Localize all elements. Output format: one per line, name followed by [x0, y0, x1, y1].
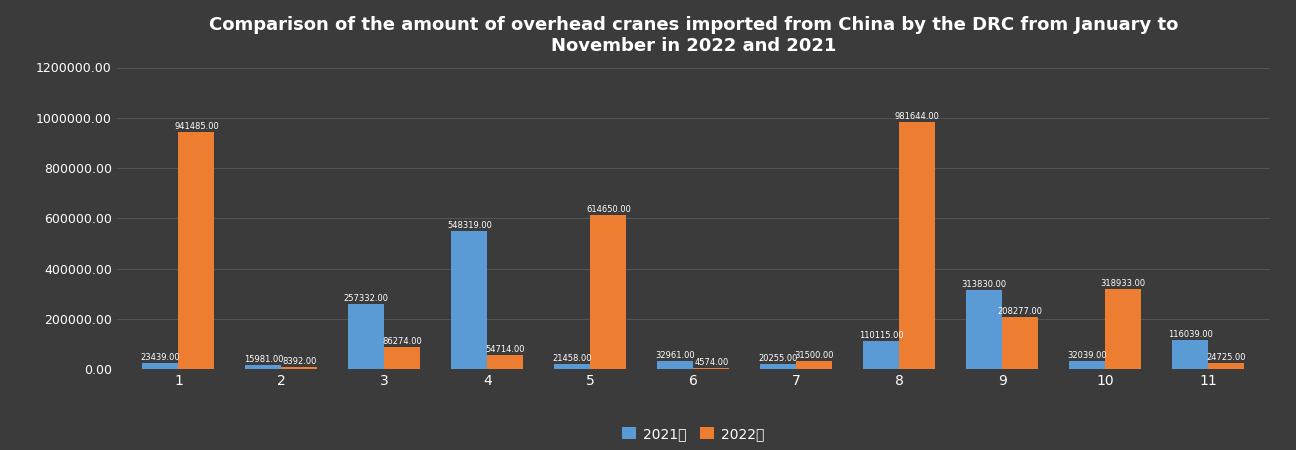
- Text: 941485.00: 941485.00: [174, 122, 219, 131]
- Bar: [657, 361, 693, 369]
- Text: 31500.00: 31500.00: [794, 351, 835, 360]
- Text: 313830.00: 313830.00: [962, 280, 1007, 289]
- Text: 614650.00: 614650.00: [586, 205, 631, 214]
- Text: 116039.00: 116039.00: [1168, 330, 1213, 339]
- Bar: [1069, 361, 1105, 369]
- Title: Comparison of the amount of overhead cranes imported from China by the DRC from : Comparison of the amount of overhead cra…: [209, 16, 1178, 55]
- Bar: [1105, 289, 1142, 369]
- Text: 318933.00: 318933.00: [1100, 279, 1146, 288]
- Text: 54714.00: 54714.00: [486, 345, 525, 354]
- Bar: [349, 304, 385, 369]
- Bar: [1002, 317, 1038, 369]
- Bar: [591, 215, 626, 369]
- Text: 32961.00: 32961.00: [656, 351, 695, 360]
- Bar: [1173, 340, 1208, 369]
- Bar: [796, 361, 832, 369]
- Text: 32039.00: 32039.00: [1068, 351, 1107, 360]
- Bar: [555, 364, 591, 369]
- Bar: [761, 364, 796, 369]
- Text: 208277.00: 208277.00: [998, 306, 1043, 315]
- Bar: [899, 122, 936, 369]
- Text: 257332.00: 257332.00: [343, 294, 389, 303]
- Legend: 2021年, 2022年: 2021年, 2022年: [617, 421, 770, 446]
- Text: 981644.00: 981644.00: [896, 112, 940, 122]
- Text: 110115.00: 110115.00: [859, 331, 903, 340]
- Text: 24725.00: 24725.00: [1207, 353, 1245, 362]
- Text: 20255.00: 20255.00: [758, 354, 798, 363]
- Text: 8392.00: 8392.00: [283, 357, 316, 366]
- Bar: [967, 290, 1002, 369]
- Text: 15981.00: 15981.00: [244, 355, 283, 364]
- Bar: [143, 363, 179, 369]
- Bar: [693, 368, 730, 369]
- Bar: [1208, 363, 1244, 369]
- Bar: [281, 367, 318, 369]
- Bar: [487, 355, 524, 369]
- Bar: [179, 132, 214, 369]
- Text: 21458.00: 21458.00: [552, 354, 592, 363]
- Text: 4574.00: 4574.00: [695, 358, 728, 367]
- Text: 548319.00: 548319.00: [447, 221, 491, 230]
- Bar: [863, 342, 899, 369]
- Text: 86274.00: 86274.00: [382, 338, 422, 346]
- Bar: [245, 365, 281, 369]
- Bar: [451, 231, 487, 369]
- Text: 23439.00: 23439.00: [140, 353, 180, 362]
- Bar: [385, 347, 420, 369]
